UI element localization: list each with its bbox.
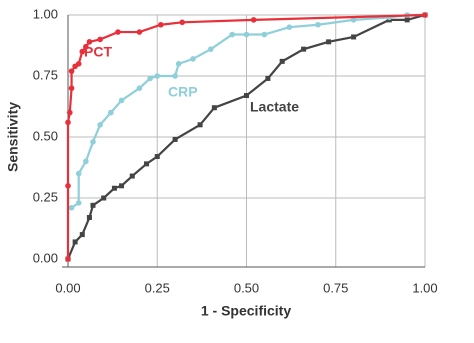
series-label: CRP [168, 84, 198, 100]
point [250, 17, 257, 23]
point [197, 122, 203, 128]
x-axis-title: 1 - Specificity [201, 303, 291, 319]
point [79, 48, 86, 55]
series-label: PCT [84, 44, 112, 60]
point [111, 185, 117, 191]
point [72, 239, 78, 245]
x-tick-label: 0.75 [323, 280, 348, 295]
point [65, 183, 71, 189]
point [75, 200, 82, 206]
point [83, 158, 89, 165]
point [350, 17, 357, 23]
point [154, 154, 160, 160]
point [136, 85, 143, 91]
point [261, 31, 268, 38]
y-tick-label: 0.50 [33, 128, 58, 143]
point [244, 93, 249, 99]
point [172, 136, 178, 142]
point [119, 183, 125, 189]
x-tick-label: 0.25 [145, 280, 170, 295]
x-tick-label: 0.00 [55, 280, 80, 295]
point [211, 105, 217, 111]
point [65, 119, 71, 126]
point [279, 58, 285, 64]
point [90, 139, 96, 145]
point [90, 202, 96, 208]
point [154, 73, 161, 79]
point [301, 46, 307, 52]
point [118, 97, 125, 104]
point [208, 46, 214, 52]
x-tick-label: 1.00 [412, 280, 437, 295]
y-tick-label: 0.75 [33, 67, 58, 82]
point [404, 17, 410, 23]
point [66, 109, 73, 116]
point [422, 12, 428, 18]
point [190, 56, 196, 62]
point [68, 204, 75, 211]
point [101, 195, 107, 201]
point [86, 39, 93, 45]
point [97, 122, 103, 128]
y-tick-label: 0.25 [33, 189, 58, 204]
point [97, 36, 103, 43]
point [172, 73, 178, 79]
point [315, 21, 321, 28]
point [75, 61, 82, 67]
point [175, 61, 182, 67]
point [243, 31, 250, 38]
series-label: Lactate [250, 99, 299, 115]
point [286, 24, 293, 31]
point [68, 68, 75, 74]
point [265, 75, 271, 81]
y-tick-label: 0.00 [33, 250, 58, 265]
point [75, 170, 82, 177]
point [83, 43, 89, 50]
point [326, 39, 332, 45]
y-axis-title: Sensitivity [5, 102, 21, 172]
point [351, 34, 357, 40]
x-tick-label: 0.50 [234, 280, 259, 295]
point [129, 173, 135, 179]
point [86, 215, 92, 221]
point [144, 161, 150, 167]
series-line [70, 13, 425, 209]
y-tick-label: 1.00 [33, 6, 58, 21]
point [65, 256, 71, 262]
point [158, 21, 164, 28]
point [68, 85, 75, 91]
point [147, 75, 153, 82]
point [115, 29, 121, 35]
point [229, 31, 236, 38]
point [136, 29, 143, 35]
point [179, 19, 186, 26]
point [79, 232, 85, 238]
point [108, 109, 114, 116]
